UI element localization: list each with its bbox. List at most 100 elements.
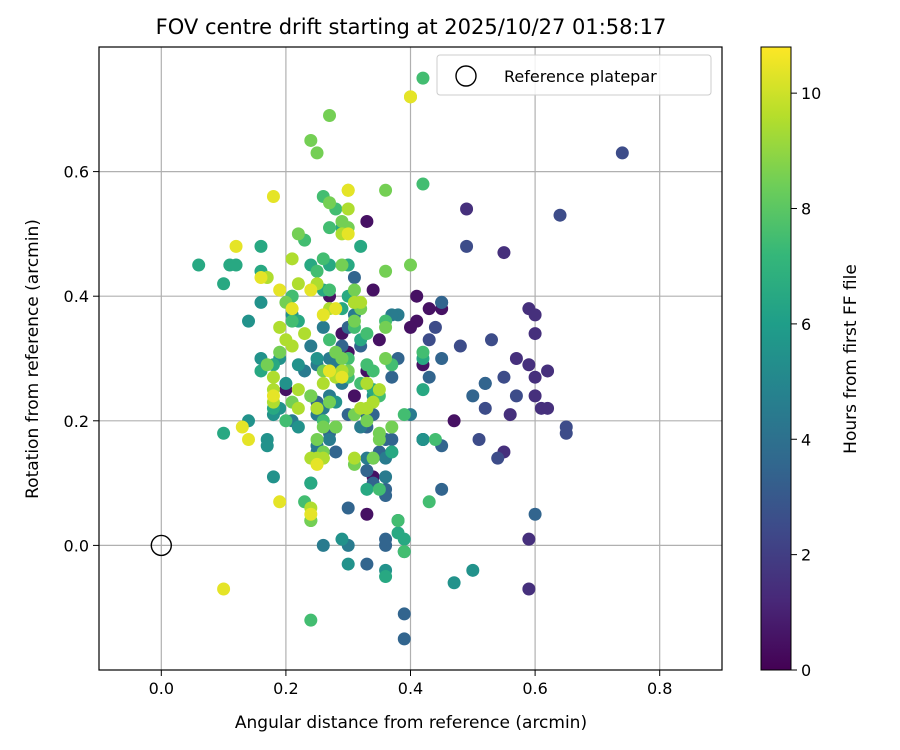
scatter-point — [310, 457, 324, 471]
scatter-point — [273, 345, 287, 359]
scatter-point — [291, 358, 305, 372]
colorbar: 0 2 4 6 8 10 Hours from first FF file — [760, 46, 861, 680]
scatter-point — [360, 482, 374, 496]
scatter-point — [254, 271, 268, 285]
chart-title: FOV centre drift starting at 2025/10/27 … — [156, 15, 667, 39]
scatter-point — [416, 71, 430, 85]
scatter-point — [285, 302, 299, 316]
scatter-point — [304, 389, 318, 403]
scatter-point — [329, 445, 343, 459]
scatter-point — [323, 364, 337, 378]
scatter-point — [266, 190, 280, 204]
scatter-point — [323, 109, 337, 123]
scatter-point — [254, 295, 268, 309]
scatter-point — [404, 90, 417, 104]
scatter-point — [422, 495, 436, 509]
scatter-point — [217, 582, 231, 596]
scatter-point — [335, 258, 349, 272]
scatter-point — [229, 239, 243, 253]
scatter-point — [273, 320, 287, 334]
scatter-point — [291, 383, 305, 397]
scatter-point — [435, 352, 449, 365]
scatter-point — [323, 283, 337, 297]
scatter-point — [366, 451, 380, 465]
scatter-point — [310, 401, 324, 415]
reference-layer — [150, 534, 173, 557]
scatter-point — [285, 252, 299, 266]
scatter-point — [447, 414, 461, 428]
scatter-point — [379, 570, 393, 584]
scatter-point — [391, 513, 405, 527]
scatter-point — [366, 283, 380, 297]
scatter-point — [360, 507, 374, 521]
scatter-point — [366, 395, 380, 409]
scatter-point — [329, 420, 343, 434]
scatter-point — [360, 327, 374, 341]
scatter-point — [372, 383, 386, 397]
scatter-point — [291, 420, 305, 434]
scatter-point — [385, 445, 399, 459]
scatter-point — [397, 532, 411, 546]
scatter-point — [266, 389, 280, 403]
scatter-point — [316, 252, 330, 266]
scatter-point — [304, 133, 318, 147]
scatter-point — [385, 432, 399, 446]
scatter-point — [522, 358, 536, 372]
scatter-point — [491, 451, 505, 465]
scatter-point — [341, 202, 355, 216]
scatter-point — [310, 146, 324, 160]
legend-reference-label: Reference platepar — [504, 67, 657, 86]
scatter-point — [279, 376, 293, 390]
colorbar-tick-label: 4 — [801, 430, 811, 449]
scatter-point — [379, 320, 393, 334]
scatter-point — [559, 426, 573, 440]
scatter-point — [553, 208, 567, 222]
scatter-point — [310, 432, 324, 446]
scatter-points — [192, 71, 629, 646]
scatter-point — [416, 345, 430, 359]
scatter-point — [453, 339, 467, 353]
scatter-point — [310, 352, 324, 365]
scatter-point — [366, 364, 380, 378]
scatter-point — [372, 432, 386, 446]
y-tick-label: 0.0 — [64, 536, 89, 555]
scatter-point — [316, 420, 330, 434]
scatter-point — [285, 339, 299, 353]
scatter-point — [460, 202, 474, 216]
scatter-point — [528, 327, 542, 341]
scatter-point — [528, 507, 542, 521]
scatter-point — [360, 414, 374, 428]
scatter-point — [229, 258, 243, 272]
colorbar-label: Hours from first FF file — [841, 264, 861, 454]
scatter-point — [509, 389, 523, 403]
colorbar-tick-label: 2 — [801, 546, 811, 565]
scatter-point — [497, 246, 511, 260]
scatter-point — [347, 389, 361, 403]
scatter-point — [397, 632, 411, 646]
colorbar-tick-label: 10 — [801, 84, 821, 103]
scatter-point — [447, 576, 461, 590]
scatter-point — [273, 283, 287, 297]
scatter-point — [410, 289, 424, 303]
scatter-point — [316, 320, 330, 334]
scatter-point — [522, 582, 536, 596]
scatter-point — [273, 495, 287, 509]
x-tick-label: 0.0 — [149, 679, 174, 698]
scatter-point — [347, 271, 361, 285]
scatter-point — [354, 239, 368, 253]
scatter-point — [372, 482, 386, 496]
scatter-point — [291, 227, 305, 241]
scatter-point — [291, 401, 305, 415]
scatter-point — [316, 538, 330, 552]
scatter-point — [316, 376, 330, 390]
scatter-point — [360, 464, 374, 478]
scatter-point — [304, 339, 318, 353]
scatter-point — [266, 370, 280, 384]
x-tick-label: 0.6 — [522, 679, 547, 698]
scatter-point — [323, 395, 337, 409]
scatter-point — [397, 607, 411, 621]
scatter-point — [397, 545, 411, 559]
scatter-point — [528, 308, 542, 322]
scatter-point — [335, 532, 349, 546]
scatter-point — [615, 146, 629, 160]
